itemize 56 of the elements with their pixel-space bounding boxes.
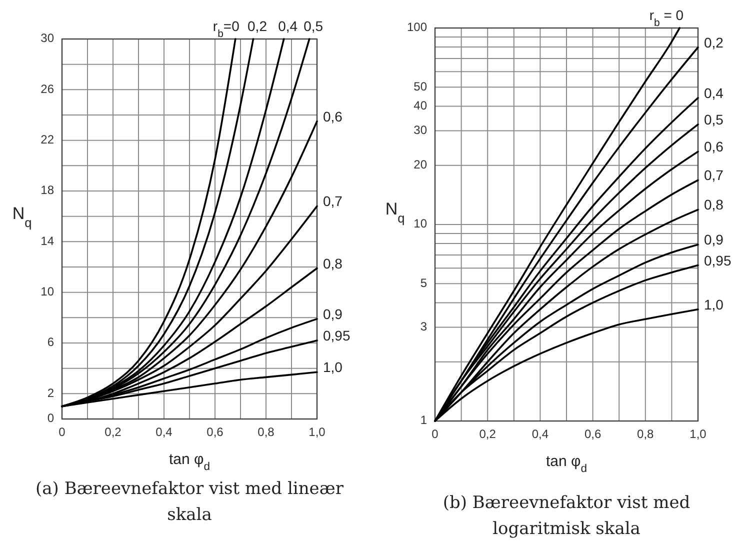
y-tick-label: 1 bbox=[420, 413, 428, 428]
x-tick-label: 0,8 bbox=[258, 425, 275, 439]
y-tick-label: 30 bbox=[40, 31, 54, 46]
text: (b) Bæreevnefaktor vist med logaritmisk skala bbox=[442, 493, 690, 539]
y-tick-label: 100 bbox=[406, 20, 428, 34]
y-tick-label: 22 bbox=[40, 132, 54, 147]
y-tick-label: 50 bbox=[414, 79, 428, 94]
y-tick-label: 26 bbox=[40, 82, 54, 96]
y-tick-label: 0 bbox=[47, 411, 54, 426]
series-label: 0,6 bbox=[323, 108, 343, 124]
x-axis-title: tan φ$_{d}$ bbox=[168, 451, 210, 473]
series-label: 0,95 bbox=[704, 252, 732, 268]
y-tick-label: 10 bbox=[40, 284, 54, 299]
series-label: 0,9 bbox=[704, 231, 724, 248]
y-axis-title: N$_{q}$ bbox=[12, 204, 32, 230]
x-tick-label: 0,4 bbox=[156, 425, 173, 439]
x-axis-title: tan φ$_{d}$ bbox=[546, 453, 588, 475]
x-tick-label: 1,0 bbox=[308, 425, 326, 439]
series-label: r$_{b}$=0 bbox=[212, 18, 240, 40]
x-tick-label: 0 bbox=[58, 425, 66, 439]
y-tick-label: 40 bbox=[414, 98, 428, 112]
series-label: 0,95 bbox=[323, 327, 350, 344]
x-tick-label: 0,4 bbox=[532, 427, 549, 441]
series-label: r$_{b}$ = 0 bbox=[649, 7, 684, 29]
x-tick-label: 0,8 bbox=[637, 427, 654, 441]
x-tick-label: 0,2 bbox=[104, 425, 122, 439]
series-label: 0,6 bbox=[704, 138, 724, 154]
series-label: 0,4 bbox=[278, 18, 298, 34]
series-label: 0,4 bbox=[704, 84, 724, 101]
y-axis-title: N$_{q}$ bbox=[385, 200, 405, 225]
y-tick-label: 18 bbox=[40, 183, 54, 198]
series-label: 0,5 bbox=[704, 111, 724, 128]
y-tick-label: 10 bbox=[414, 216, 428, 231]
y-tick-label: 20 bbox=[414, 158, 428, 172]
y-tick-label: 14 bbox=[40, 234, 54, 248]
y-tick-label: 6 bbox=[47, 335, 54, 350]
text: (a) Bæreevnefaktor vist med lineær skala bbox=[36, 479, 344, 525]
x-tick-label: 0,6 bbox=[206, 425, 224, 439]
series-label: 0,5 bbox=[304, 18, 324, 34]
y-tick-label: 30 bbox=[414, 122, 428, 137]
series-label: 0,7 bbox=[704, 166, 724, 183]
y-tick-label: 2 bbox=[47, 386, 54, 400]
series-label: 0,8 bbox=[323, 254, 343, 271]
series-label: 0,8 bbox=[704, 196, 724, 212]
series-label: 1,0 bbox=[704, 296, 724, 312]
y-tick-label: 3 bbox=[420, 319, 428, 334]
x-tick-label: 0 bbox=[432, 427, 439, 441]
series-label: 0,2 bbox=[704, 34, 724, 50]
series-label: 1,0 bbox=[323, 358, 343, 375]
series-label: 0,2 bbox=[248, 18, 268, 34]
x-tick-label: 0,2 bbox=[479, 427, 496, 441]
x-tick-label: 1,0 bbox=[690, 427, 707, 441]
y-tick-label: 5 bbox=[420, 276, 428, 290]
series-label: 0,7 bbox=[323, 192, 343, 209]
series-label: 0,9 bbox=[323, 306, 343, 322]
x-tick-label: 0,6 bbox=[584, 427, 602, 441]
